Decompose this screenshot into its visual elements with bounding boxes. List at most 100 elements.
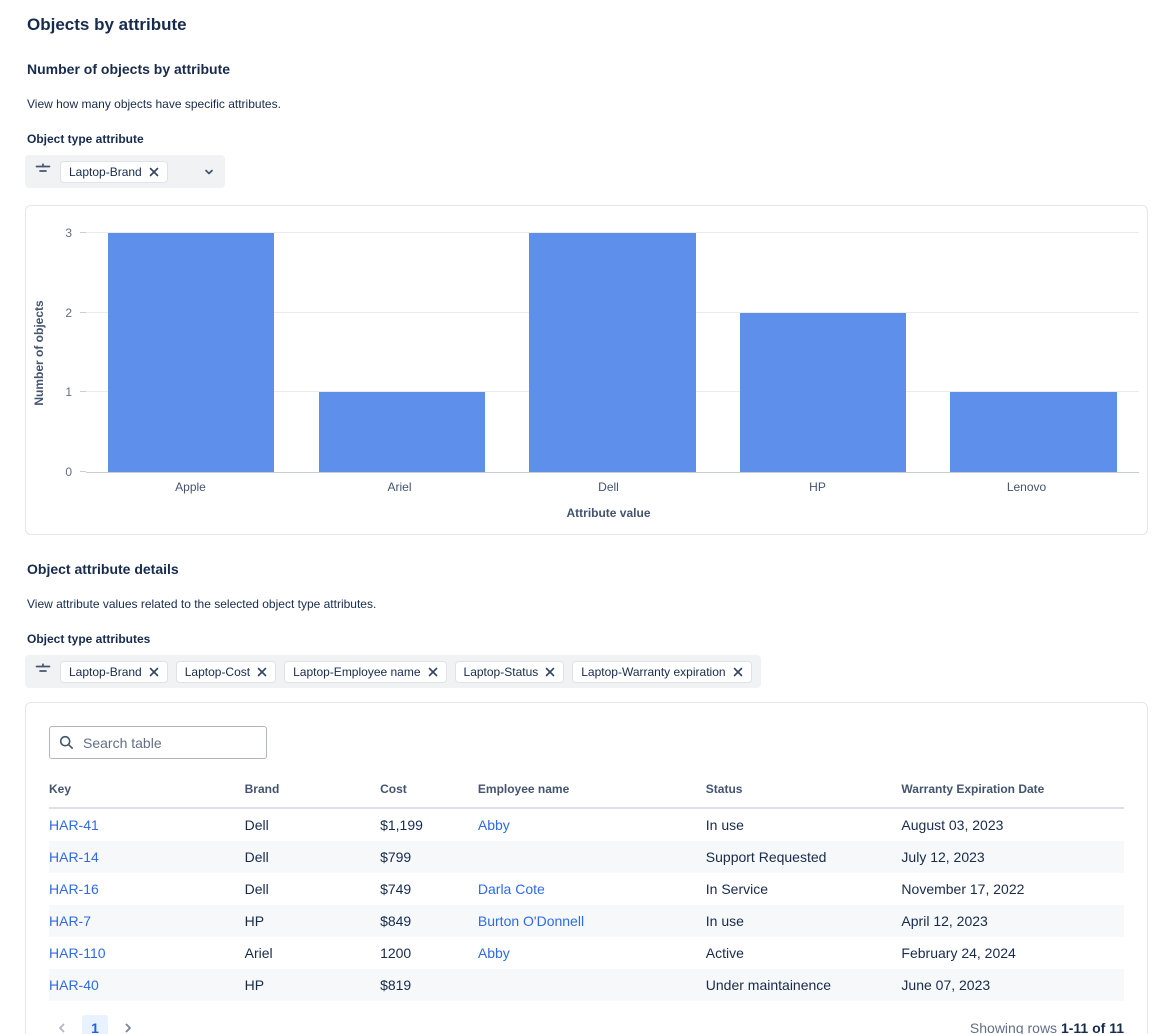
bar-slot [86, 233, 297, 472]
details-section: Object attribute details View attribute … [25, 561, 1148, 1034]
object-key-cell: HAR-41 [49, 808, 245, 841]
object-key-link[interactable]: HAR-110 [49, 945, 106, 961]
y-axis-tick-label: 1 [65, 385, 72, 400]
employee-name-cell: Abby [478, 937, 706, 969]
filter-icon [34, 660, 52, 683]
object-key-link[interactable]: HAR-16 [49, 881, 99, 897]
object-key-cell: HAR-40 [49, 969, 245, 1001]
chevron-down-icon[interactable] [202, 165, 216, 179]
object-key-link[interactable]: HAR-14 [49, 849, 99, 865]
remove-tag-icon[interactable] [257, 667, 267, 677]
status-cell: In use [705, 817, 744, 833]
column-header-cost: Cost [380, 772, 478, 809]
status-cell: In use [705, 913, 744, 929]
details-section-description: View attribute values related to the sel… [27, 597, 377, 611]
brand-cell: HP [244, 913, 265, 929]
y-axis-tick [80, 391, 86, 393]
table-row: HAR-41 Dell $1,199 Abby In use August 03, 202… [49, 808, 1124, 841]
warranty-date-cell: July 12, 2023 [901, 849, 985, 865]
page-1-button[interactable]: 1 [82, 1015, 108, 1034]
brand-cell: Ariel [244, 945, 273, 961]
x-axis-category-label: Apple [175, 480, 206, 494]
status-cell: Active [705, 945, 744, 961]
object-key-cell: HAR-14 [49, 841, 245, 873]
object-key-cell: HAR-7 [49, 905, 245, 937]
filter-icon [34, 160, 52, 183]
search-input[interactable] [49, 726, 267, 759]
remove-tag-icon[interactable] [149, 167, 159, 177]
selected-attributes-tags: Laptop-Brand Laptop-Cost Laptop-Employee n… [60, 660, 752, 683]
y-axis-tick [80, 311, 86, 313]
attributes-filter-label: Object type attributes [27, 632, 151, 646]
brand-cell: HP [244, 977, 265, 993]
brand-cell: Dell [244, 817, 269, 833]
x-axis-title: Attribute value [566, 506, 651, 520]
filter-tag-label: Laptop-Warranty expiration [581, 664, 726, 679]
object-key-link[interactable]: HAR-7 [49, 913, 92, 929]
x-axis-labels: Apple Ariel Dell HP Lenovo [86, 480, 1131, 494]
employee-link[interactable]: Abby [477, 817, 510, 833]
filter-tag: Laptop-Brand [60, 160, 168, 183]
object-type-attribute-select[interactable]: Laptop-Brand [25, 155, 225, 188]
filter-tag-label: Laptop-Brand [69, 164, 142, 179]
employee-link[interactable]: Abby [477, 945, 510, 961]
column-header-employee-name: Employee name [477, 772, 706, 809]
filter-tag: Laptop-Warranty expiration [572, 660, 752, 683]
remove-tag-icon[interactable] [149, 667, 159, 677]
object-key-link[interactable]: HAR-40 [49, 977, 99, 993]
column-header-brand: Brand [244, 772, 381, 809]
employee-name-cell: Burton O'Donnell [478, 905, 706, 937]
filter-tag: Laptop-Status [454, 660, 565, 683]
cost-cell: $799 [380, 849, 412, 865]
selected-attribute-tags: Laptop-Brand [60, 160, 168, 183]
y-axis-tick [80, 471, 86, 472]
showing-rows-status: Showing rows 1-11 of 11 [969, 1020, 1124, 1034]
object-key-cell: HAR-110 [49, 937, 245, 969]
filter-tag-label: Laptop-Brand [69, 664, 142, 679]
brand-cell: Dell [244, 881, 269, 897]
employee-link[interactable]: Burton O'Donnell [477, 913, 585, 929]
next-page-button[interactable] [115, 1015, 141, 1034]
object-key-link[interactable]: HAR-41 [49, 817, 99, 833]
remove-tag-icon[interactable] [733, 667, 743, 677]
filter-tag: Laptop-Brand [60, 660, 168, 683]
bar-slot [297, 233, 508, 472]
bar-ariel[interactable] [318, 392, 486, 472]
remove-tag-icon[interactable] [545, 667, 555, 677]
warranty-date-cell: April 12, 2023 [901, 913, 988, 929]
previous-page-button[interactable] [49, 1015, 75, 1034]
bar-slot [928, 233, 1139, 472]
bar-hp[interactable] [739, 312, 907, 472]
table-footer: 1 Showing rows 1-11 of 11 [49, 1015, 1124, 1034]
y-axis-title: Number of objects [32, 299, 46, 406]
remove-tag-icon[interactable] [428, 667, 438, 677]
warranty-date-cell: February 24, 2024 [901, 945, 1016, 961]
employee-name-cell [478, 969, 706, 1001]
bar-dell[interactable] [529, 233, 696, 472]
column-header-key: Key [49, 772, 245, 809]
details-section-heading: Object attribute details [27, 561, 179, 577]
bar-lenovo[interactable] [950, 392, 1117, 472]
x-axis-category-label: Lenovo [1006, 480, 1047, 494]
object-key-cell: HAR-16 [49, 873, 245, 905]
warranty-date-cell: June 07, 2023 [901, 977, 991, 993]
table-body: HAR-41 Dell $1,199 Abby In use August 03, 202… [49, 808, 1124, 1001]
attribute-details-table-card: Key Brand Cost Employee name Status Warr… [25, 702, 1148, 1034]
bar-chart-card: 0 1 2 3 Number of objects Apple Ariel Dell HP Le… [25, 205, 1148, 535]
column-header-status: Status [705, 772, 902, 809]
bar-slot [507, 233, 718, 472]
bar-apple[interactable] [108, 233, 275, 472]
y-axis-tick-label: 2 [65, 305, 72, 320]
y-axis-tick-label: 3 [65, 226, 72, 240]
table-header-row: Key Brand Cost Employee name Status Warr… [49, 772, 1124, 809]
object-type-attributes-select[interactable]: Laptop-Brand Laptop-Cost Laptop-Employee n… [25, 655, 761, 688]
cost-cell: $849 [380, 913, 412, 929]
employee-link[interactable]: Darla Cote [477, 881, 545, 897]
status-cell: In Service [705, 881, 769, 897]
y-axis-tick-label: 0 [65, 465, 72, 479]
status-cell: Under maintainence [705, 977, 832, 993]
page-title: Objects by attribute [27, 15, 187, 34]
employee-name-cell: Darla Cote [478, 873, 706, 905]
employee-name-cell [478, 841, 706, 873]
table-row: HAR-16 Dell $749 Darla Cote In Service Novemb… [49, 873, 1124, 905]
